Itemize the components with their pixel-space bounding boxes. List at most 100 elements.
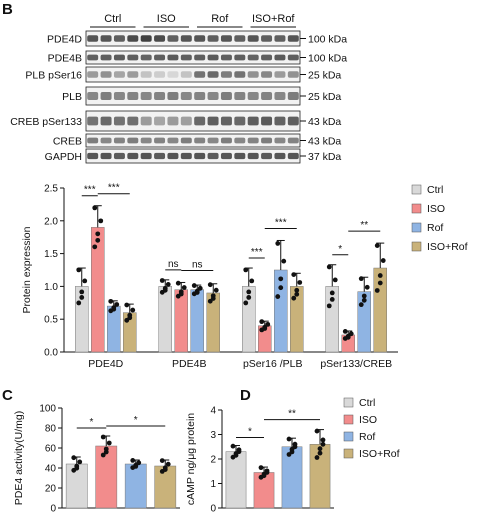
legend-label: Ctrl (359, 397, 375, 409)
blot-band (87, 54, 99, 61)
data-point (197, 285, 203, 291)
blot-band (127, 137, 139, 144)
blot-size-label: 25 kDa (308, 91, 341, 103)
data-point (76, 267, 82, 273)
data-point (374, 243, 380, 248)
blot-band (113, 116, 125, 126)
blot-band (167, 71, 179, 78)
blot-band (234, 71, 246, 78)
blot-band (167, 116, 179, 126)
data-point (258, 465, 264, 471)
bar (95, 445, 118, 509)
blot-band (180, 92, 192, 100)
data-point (314, 455, 320, 460)
data-point (249, 278, 255, 284)
blot-band (140, 54, 152, 61)
significance-label: *** (108, 183, 120, 194)
bar (174, 289, 188, 353)
data-point (111, 306, 117, 312)
blot-band (180, 116, 192, 126)
data-point (243, 300, 249, 306)
legend-label: ISO (427, 203, 445, 215)
data-point (294, 287, 300, 293)
blot-band (154, 92, 166, 100)
blot-size-label: 100 kDa (308, 34, 347, 46)
blot-group-label: ISO+Rof (252, 13, 295, 25)
data-point (207, 282, 213, 288)
blot-band (287, 137, 299, 144)
blot-band (274, 54, 286, 61)
blot-band (287, 54, 299, 61)
blot-band (207, 92, 219, 100)
blot-band (287, 35, 299, 42)
data-point (74, 465, 80, 471)
data-point (95, 231, 101, 237)
data-point (76, 300, 82, 306)
y-tick-label: 0.5 (44, 315, 58, 326)
data-point (175, 280, 181, 286)
data-point (194, 290, 200, 295)
data-point (278, 285, 284, 291)
blot-band (234, 116, 246, 126)
bar (158, 286, 172, 353)
data-point (159, 278, 165, 283)
blot-band (113, 92, 125, 100)
blot-band (234, 35, 246, 42)
legend-label: Rof (359, 431, 375, 443)
significance-label: * (134, 415, 138, 426)
blot-band-label: PLB (62, 91, 82, 103)
data-point (114, 302, 120, 307)
blot-band-label: PLB pSer16 (25, 70, 82, 82)
data-point (100, 434, 106, 440)
blot-band (274, 71, 286, 78)
data-point (380, 258, 386, 263)
data-point (275, 241, 281, 246)
blot-band (113, 152, 125, 160)
data-point (320, 437, 326, 443)
data-point (364, 284, 370, 290)
blot-band (274, 35, 286, 42)
blot-band (261, 137, 273, 144)
blot-band (127, 152, 139, 160)
blot-band (127, 35, 139, 42)
data-point (100, 452, 106, 458)
legend-swatch (411, 184, 422, 195)
blot-band (180, 71, 192, 78)
blot-band (220, 137, 232, 144)
y-tick-label: 1.0 (44, 282, 58, 293)
data-point (159, 458, 165, 463)
legend-label: ISO+Rof (359, 448, 400, 460)
data-point (191, 283, 197, 288)
data-point (92, 244, 98, 250)
blot-size-label: 100 kDa (308, 53, 347, 65)
y-axis-label: cAMP ng/μg protein (185, 413, 197, 505)
data-point (275, 294, 281, 299)
blot-band (87, 35, 99, 42)
blot-band (274, 116, 286, 126)
x-tick-label: pSer133/CREB (320, 358, 392, 370)
blot-size-label: 43 kDa (308, 116, 341, 128)
blot-band-label: GAPDH (45, 151, 82, 163)
blot-band (113, 35, 125, 42)
bar (325, 286, 339, 353)
blot-band (140, 152, 152, 160)
data-point (71, 455, 77, 461)
data-point (278, 276, 284, 282)
x-tick-label: pSer16 /PLB (243, 358, 303, 370)
data-point (165, 461, 171, 467)
y-tick-label: 1 (210, 479, 216, 490)
y-tick-label: 80 (45, 424, 57, 435)
blot-band (194, 35, 206, 42)
blot-band (207, 71, 219, 78)
data-point (265, 321, 271, 327)
y-tick-label: 2 (210, 455, 216, 466)
blot-band (113, 54, 125, 61)
y-tick-label: 3 (210, 430, 216, 441)
blot-band (167, 92, 179, 100)
significance-label: * (338, 244, 342, 255)
data-point (210, 296, 216, 301)
legend-swatch (343, 414, 354, 425)
significance-label: ns (168, 259, 179, 270)
significance-label: * (90, 417, 94, 428)
data-point (230, 443, 236, 449)
